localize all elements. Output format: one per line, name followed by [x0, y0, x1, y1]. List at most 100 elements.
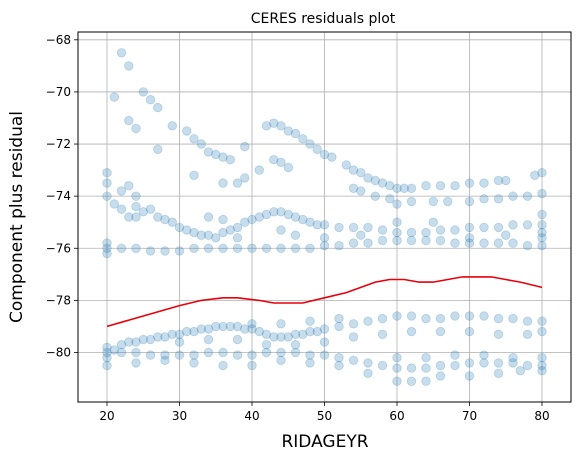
data-point — [305, 326, 315, 337]
data-point — [240, 173, 250, 183]
data-point — [406, 235, 417, 246]
data-point — [160, 355, 170, 366]
data-point — [493, 238, 504, 248]
data-point — [102, 360, 112, 371]
data-point — [109, 345, 120, 355]
data-point — [102, 238, 112, 248]
data-point — [522, 360, 533, 371]
data-point — [109, 199, 120, 209]
data-point — [348, 332, 359, 342]
data-point — [522, 220, 533, 230]
data-point — [131, 243, 141, 254]
data-point — [290, 230, 301, 240]
data-point — [269, 154, 279, 165]
data-point — [334, 222, 344, 233]
data-point — [537, 240, 547, 251]
data-point — [493, 313, 504, 324]
data-point — [537, 316, 547, 326]
data-point — [537, 353, 547, 363]
data-point — [232, 243, 243, 254]
data-point — [145, 94, 156, 105]
data-point — [348, 238, 359, 248]
data-point — [493, 194, 504, 204]
data-point — [189, 326, 199, 337]
data-point — [232, 321, 243, 332]
data-point — [276, 121, 286, 131]
data-point — [269, 207, 279, 217]
data-point — [348, 319, 359, 329]
data-point — [464, 358, 475, 368]
data-point — [290, 347, 301, 358]
data-point — [385, 194, 395, 204]
data-point — [276, 347, 286, 358]
data-point — [305, 350, 315, 360]
data-point — [312, 144, 323, 155]
data-point — [174, 246, 185, 256]
data-point — [138, 87, 149, 97]
data-point — [203, 147, 214, 157]
data-point — [421, 313, 431, 324]
data-point — [385, 180, 395, 191]
data-point — [348, 355, 359, 366]
data-point — [392, 227, 402, 238]
data-point — [276, 332, 286, 342]
data-point — [464, 326, 475, 337]
data-point — [174, 222, 185, 233]
data-point — [348, 165, 359, 175]
data-point — [450, 238, 460, 248]
data-point — [537, 227, 547, 238]
data-point — [276, 355, 286, 366]
data-point — [203, 243, 214, 254]
data-point — [370, 175, 381, 186]
data-point — [363, 222, 373, 233]
data-point — [261, 347, 272, 358]
data-point — [247, 243, 257, 254]
chart-title: CERES residuals plot — [251, 11, 396, 27]
data-point — [392, 183, 402, 194]
data-point — [116, 186, 127, 196]
data-point — [312, 220, 323, 230]
y-tick-label: −76 — [46, 241, 71, 255]
data-point — [319, 337, 330, 347]
data-point — [189, 227, 199, 238]
data-point — [319, 324, 330, 334]
data-point — [160, 246, 170, 256]
data-point — [450, 311, 460, 321]
data-point — [131, 201, 141, 212]
data-point — [334, 321, 344, 332]
data-point — [522, 191, 533, 201]
data-point — [421, 180, 431, 191]
data-point — [276, 319, 286, 329]
data-point — [377, 235, 388, 246]
data-point — [138, 334, 149, 345]
data-point — [145, 350, 156, 360]
data-point — [290, 212, 301, 222]
data-point — [435, 371, 446, 381]
data-point — [493, 222, 504, 233]
data-point — [319, 220, 330, 230]
data-point — [348, 183, 359, 194]
data-point — [377, 360, 388, 371]
data-point — [508, 238, 518, 248]
trend-line — [106, 276, 543, 328]
x-tick-label: 70 — [462, 409, 477, 423]
data-point — [283, 332, 294, 342]
data-point — [203, 212, 214, 222]
data-point — [131, 337, 141, 347]
data-point — [392, 363, 402, 373]
data-point — [124, 337, 134, 347]
data-point — [116, 48, 127, 58]
data-point — [508, 191, 518, 201]
data-point — [501, 175, 511, 186]
data-point — [109, 92, 120, 102]
data-point — [218, 178, 228, 188]
data-point — [406, 196, 417, 207]
scatter-points — [102, 48, 547, 386]
y-tick-label: −80 — [46, 345, 71, 359]
data-point — [218, 214, 228, 225]
data-point — [319, 233, 330, 243]
grid — [78, 32, 571, 402]
y-tick-label: −78 — [46, 293, 71, 307]
data-point — [305, 243, 315, 254]
